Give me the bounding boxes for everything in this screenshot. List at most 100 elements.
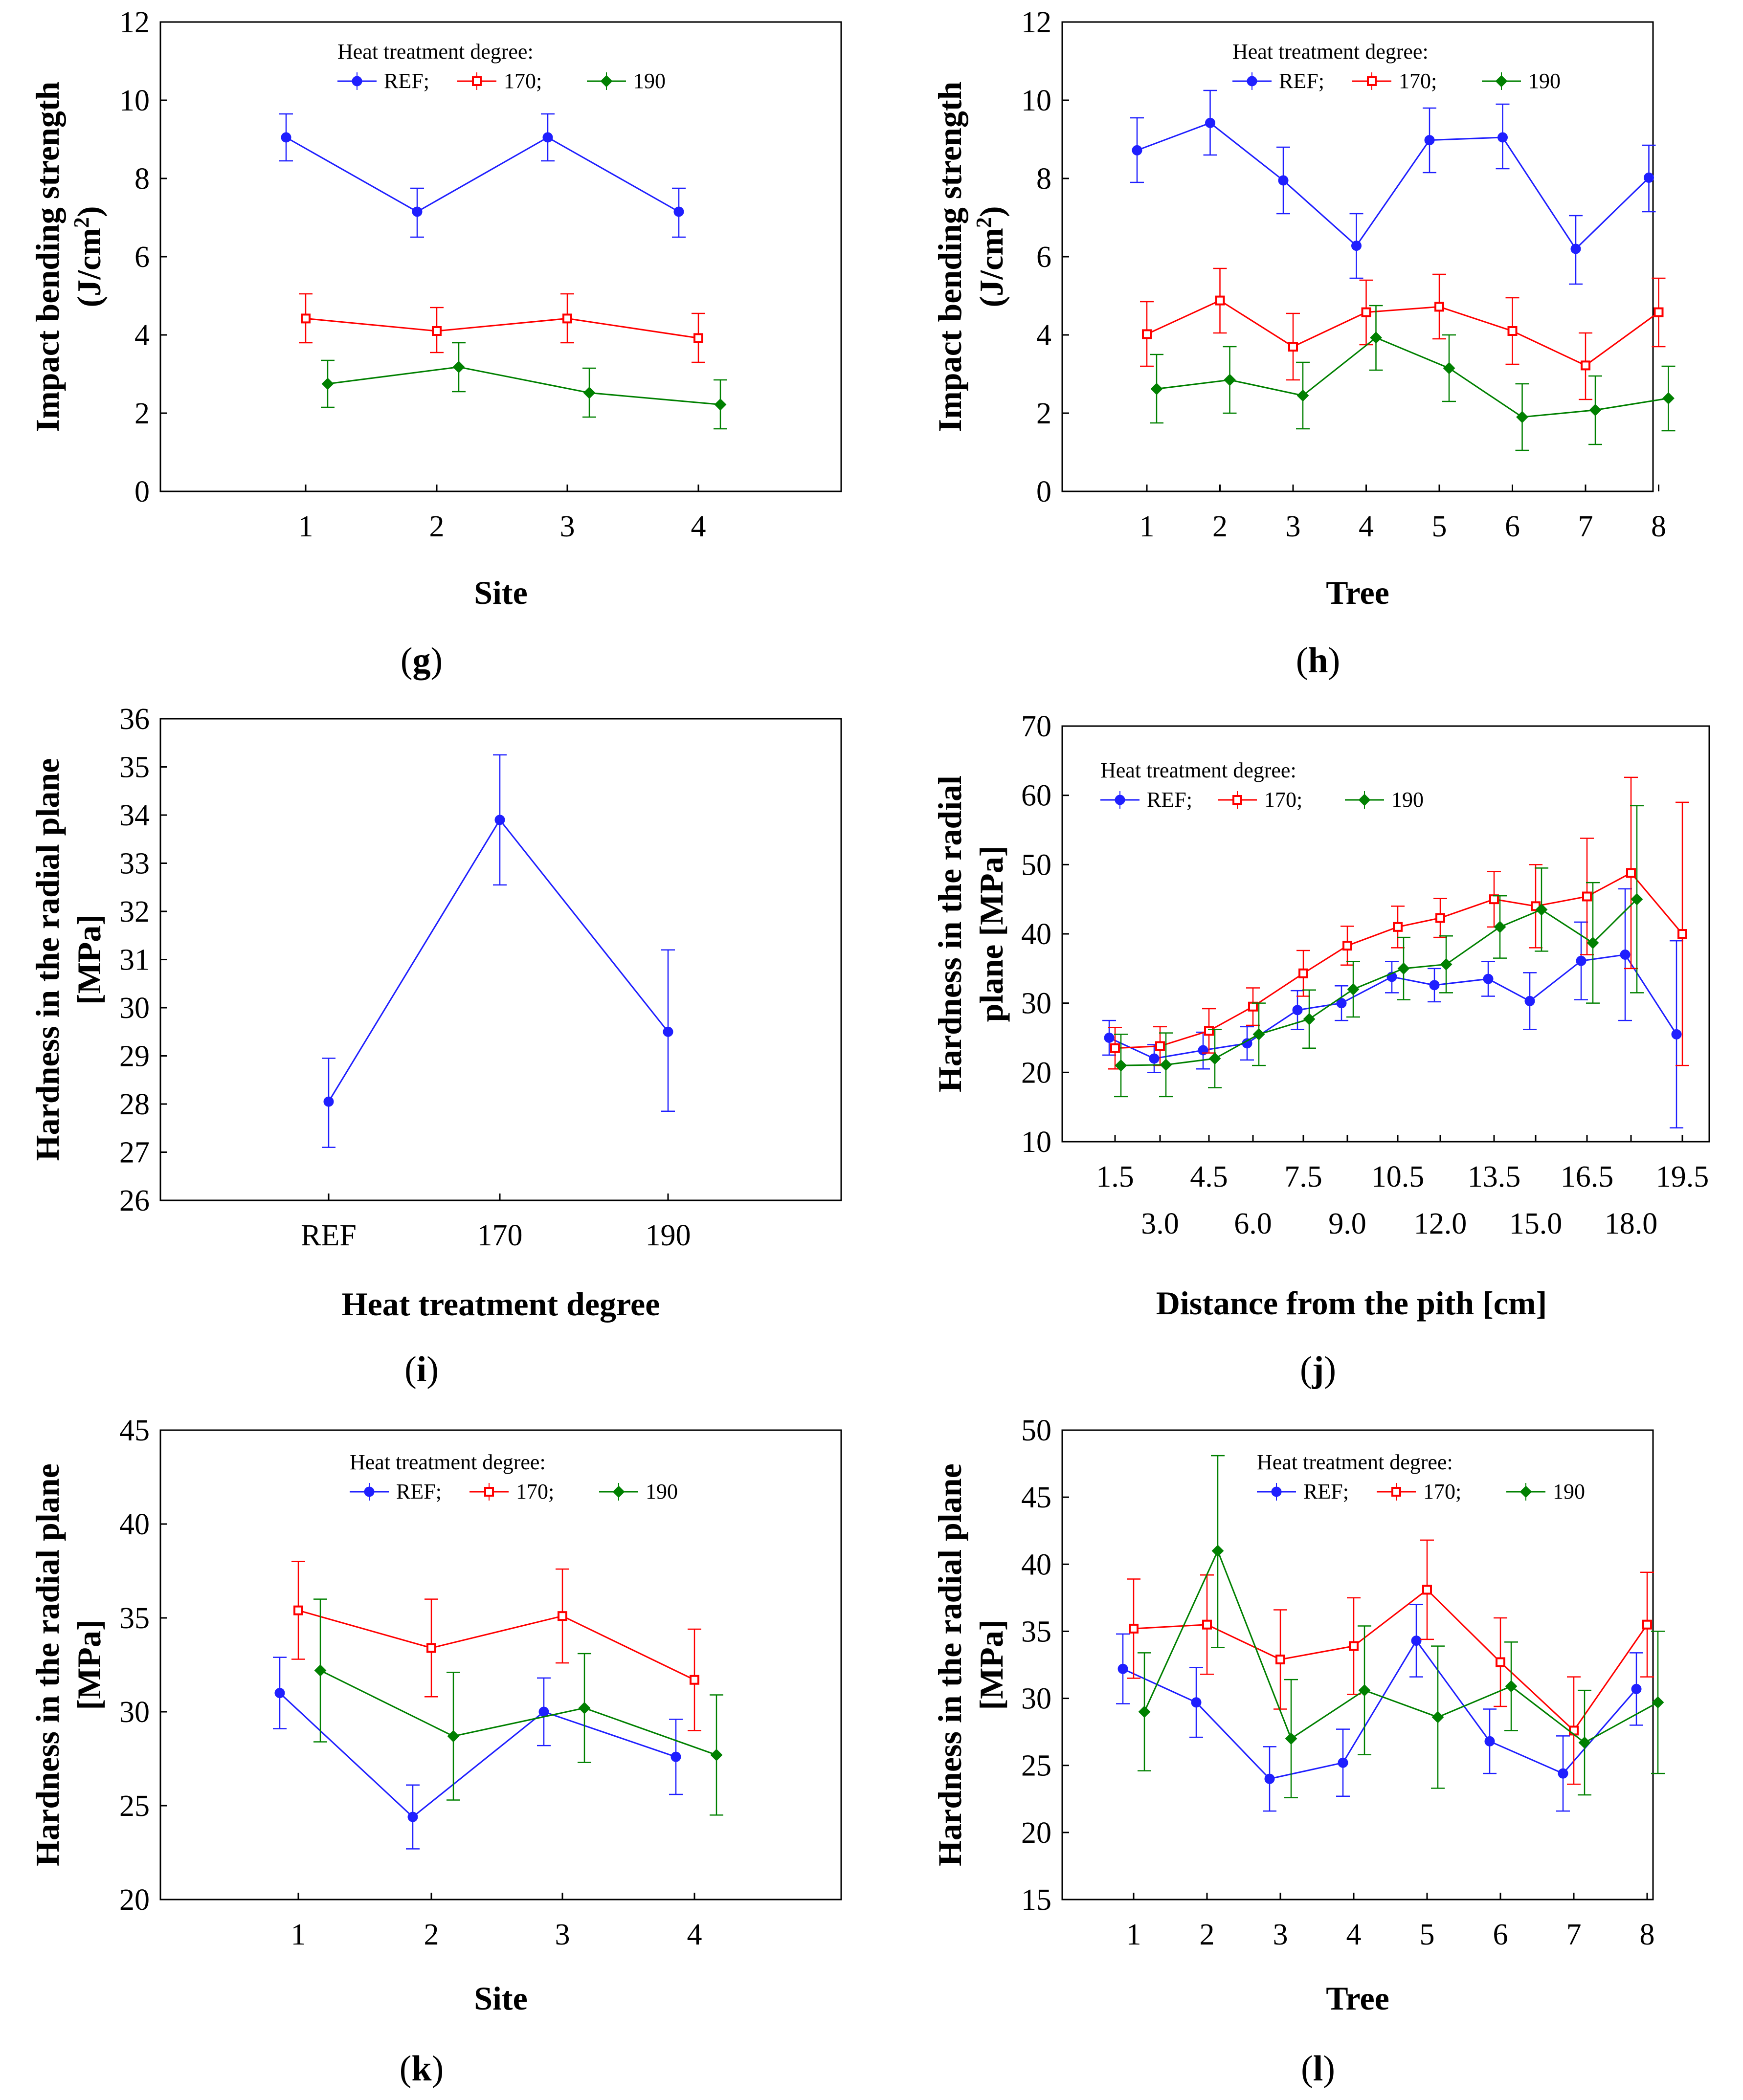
series-line [327, 366, 721, 405]
caption-paren: ( [1296, 641, 1308, 681]
legend-entry: 170; [1377, 1480, 1461, 1503]
data-point [562, 313, 572, 324]
legend-title: Heat treatment degree: [1232, 40, 1429, 64]
y-axis-label-line: Hardness in the radial plane [29, 1463, 66, 1866]
data-point [1358, 1684, 1371, 1697]
data-point [1677, 929, 1687, 939]
legend-entry: 170; [1218, 788, 1302, 812]
data-point [1626, 868, 1636, 878]
x-axis-label: Distance from the pith [cm] [1156, 1284, 1547, 1322]
x-axis-label: Heat treatment degree [342, 1285, 660, 1323]
data-point [1652, 1696, 1664, 1709]
y-axis-label-line: plane [MPa] [973, 846, 1010, 1022]
caption-letter: i [417, 1349, 427, 1390]
x-tick-label: 18.0 [1605, 1207, 1658, 1240]
y-tick-label: 30 [119, 1696, 150, 1729]
y-label-part: ) [973, 206, 1010, 217]
y-axis-label-line: Impact bending strength [931, 82, 968, 432]
data-point [1424, 135, 1435, 146]
legend-entry: 190 [587, 69, 666, 93]
data-point [1516, 411, 1528, 423]
legend-title: Heat treatment degree: [350, 1450, 546, 1474]
x-tick-label: REF [301, 1219, 357, 1252]
x-tick-label: 10.5 [1371, 1160, 1425, 1194]
x-tick-label: 3 [560, 510, 575, 543]
y-tick-label: 12 [119, 6, 150, 39]
data-point [1292, 1005, 1303, 1016]
data-point [542, 132, 553, 143]
caption-letter: h [1308, 641, 1328, 681]
x-tick-label: 1 [1126, 1918, 1141, 1951]
data-point [1494, 921, 1506, 933]
data-point [1142, 329, 1152, 339]
x-tick-label: 1 [298, 510, 313, 543]
data-point [1620, 950, 1631, 960]
data-point [274, 1688, 285, 1699]
legend-marker [1247, 76, 1257, 87]
data-point [1393, 922, 1403, 932]
legend-label: 170; [1399, 69, 1437, 93]
series-line [298, 1610, 695, 1681]
y-axis-label-line: [MPa] [70, 1619, 108, 1710]
data-point [1248, 1001, 1258, 1012]
data-point [1483, 973, 1494, 984]
data-point [412, 206, 423, 217]
data-point [693, 333, 703, 343]
series-190 [313, 1598, 723, 1816]
data-point [447, 1730, 460, 1743]
y-axis-label-line: Impact bending strength [29, 82, 66, 432]
caption-paren: ) [1328, 641, 1341, 681]
legend-marker [1391, 1487, 1401, 1497]
series-line [1146, 299, 1659, 367]
y-tick-label: 70 [1021, 710, 1051, 743]
legend-label: REF; [1279, 69, 1324, 93]
series-190 [1114, 805, 1644, 1098]
caption-paren: ( [400, 2049, 412, 2089]
data-point [1569, 1725, 1579, 1736]
panel-caption: (h) [1296, 641, 1340, 681]
y-axis-label-line: (J/cm2) [972, 206, 1010, 307]
x-tick-label: 8 [1640, 1918, 1655, 1951]
y-tick-label: 45 [119, 1414, 150, 1447]
data-point [1535, 904, 1548, 916]
data-point [1429, 980, 1440, 991]
legend-label: REF; [1147, 788, 1192, 812]
legend-label: 170; [516, 1480, 554, 1503]
panel-caption: (i) [404, 1349, 439, 1390]
x-tick-label: 1 [1140, 510, 1155, 543]
data-point [578, 1702, 591, 1714]
data-point [1336, 998, 1347, 1009]
y-tick-label: 20 [1021, 1816, 1051, 1850]
data-point [1298, 968, 1308, 978]
data-point [538, 1706, 549, 1717]
x-tick-label: 7.5 [1284, 1160, 1322, 1194]
legend-title: Heat treatment degree: [1100, 758, 1296, 782]
x-tick-label: 19.5 [1656, 1160, 1709, 1194]
data-point [293, 1605, 303, 1615]
y-label-part: (J/cm [70, 228, 108, 307]
legend-label: REF; [1303, 1480, 1349, 1503]
panel-caption: (g) [401, 641, 443, 681]
y-tick-label: 34 [119, 799, 150, 832]
legend-entry: REF; [1100, 788, 1192, 812]
data-point [1275, 1655, 1285, 1665]
x-tick-label: 1 [291, 1918, 306, 1951]
x-tick-label: 8 [1651, 510, 1666, 543]
y-tick-label: 0 [134, 475, 150, 508]
legend-entry: REF; [337, 69, 429, 93]
y-tick-label: 50 [1021, 1414, 1051, 1447]
x-axis-label: Tree [1326, 1980, 1389, 2017]
x-tick-label: 4 [687, 1918, 702, 1951]
y-tick-label: 30 [119, 992, 150, 1025]
y-tick-label: 26 [119, 1184, 150, 1217]
plot-frame [159, 21, 842, 492]
y-tick-label: 50 [1021, 848, 1051, 882]
legend-label: 190 [1391, 788, 1424, 812]
y-axis-label-line: [MPa] [973, 1619, 1010, 1710]
y-tick-label: 40 [119, 1508, 150, 1541]
y-axis-label: Hardness in the radial plane [MPa] [931, 1463, 1010, 1866]
data-point [407, 1812, 418, 1822]
y-tick-label: 8 [1036, 162, 1051, 196]
data-point [1431, 1711, 1444, 1724]
